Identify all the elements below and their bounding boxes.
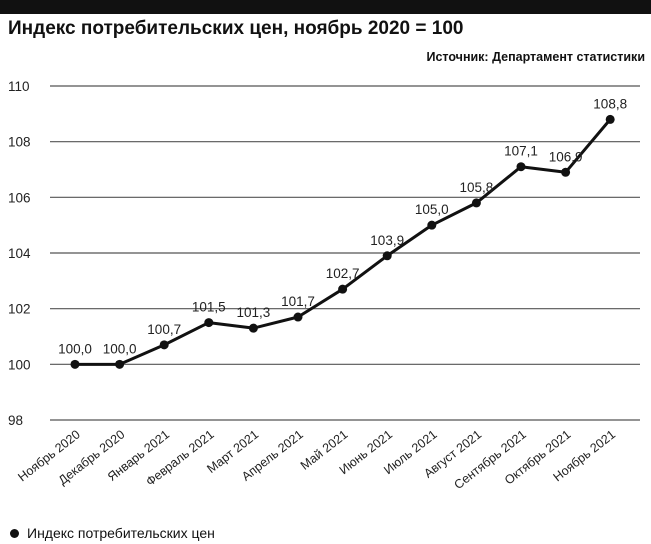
data-point xyxy=(204,318,214,328)
data-label: 100,0 xyxy=(103,341,137,356)
data-point xyxy=(338,284,348,294)
data-point xyxy=(293,312,303,322)
data-label: 105,0 xyxy=(415,202,449,217)
data-point xyxy=(516,162,526,172)
data-point xyxy=(70,359,80,369)
data-point xyxy=(115,359,125,369)
legend-marker-icon xyxy=(10,528,19,538)
source-note: Источник: Департамент статистики xyxy=(426,50,645,64)
y-tick-label: 108 xyxy=(8,135,31,150)
top-border-bar xyxy=(0,0,651,14)
data-point xyxy=(159,340,169,350)
data-label: 102,7 xyxy=(326,266,360,281)
data-point xyxy=(561,167,571,177)
data-points xyxy=(70,114,615,369)
data-label: 101,3 xyxy=(237,305,271,320)
y-tick-label: 100 xyxy=(8,357,31,372)
y-tick-label: 104 xyxy=(8,246,31,261)
data-labels: 100,0 100,0 100,7 101,5 101,3 101,7 102,7 103,9… xyxy=(58,96,627,356)
data-point xyxy=(382,251,392,261)
data-label: 103,9 xyxy=(370,233,404,248)
data-label: 100,0 xyxy=(58,341,92,356)
data-label: 106,9 xyxy=(549,149,583,164)
y-tick-label: 102 xyxy=(8,302,31,317)
data-label: 101,5 xyxy=(192,300,226,315)
data-label: 101,7 xyxy=(281,294,315,309)
data-point xyxy=(248,323,258,333)
chart-title: Индекс потребительских цен, ноябрь 2020 … xyxy=(8,18,464,39)
legend-label: Индекс потребительских цен xyxy=(27,525,215,541)
data-label: 105,8 xyxy=(460,180,494,195)
data-label: 107,1 xyxy=(504,144,538,159)
grid-lines xyxy=(50,85,640,421)
data-point xyxy=(471,198,481,208)
data-point xyxy=(427,220,437,230)
data-label: 108,8 xyxy=(593,96,627,111)
data-point xyxy=(605,114,615,124)
y-tick-label: 110 xyxy=(8,79,30,94)
y-tick-label: 98 xyxy=(8,413,23,428)
y-tick-label: 106 xyxy=(8,190,31,205)
y-axis-ticks: 98 100 102 104 106 108 110 xyxy=(8,79,31,428)
legend: Индекс потребительских цен xyxy=(10,524,215,542)
data-label: 100,7 xyxy=(147,322,181,337)
